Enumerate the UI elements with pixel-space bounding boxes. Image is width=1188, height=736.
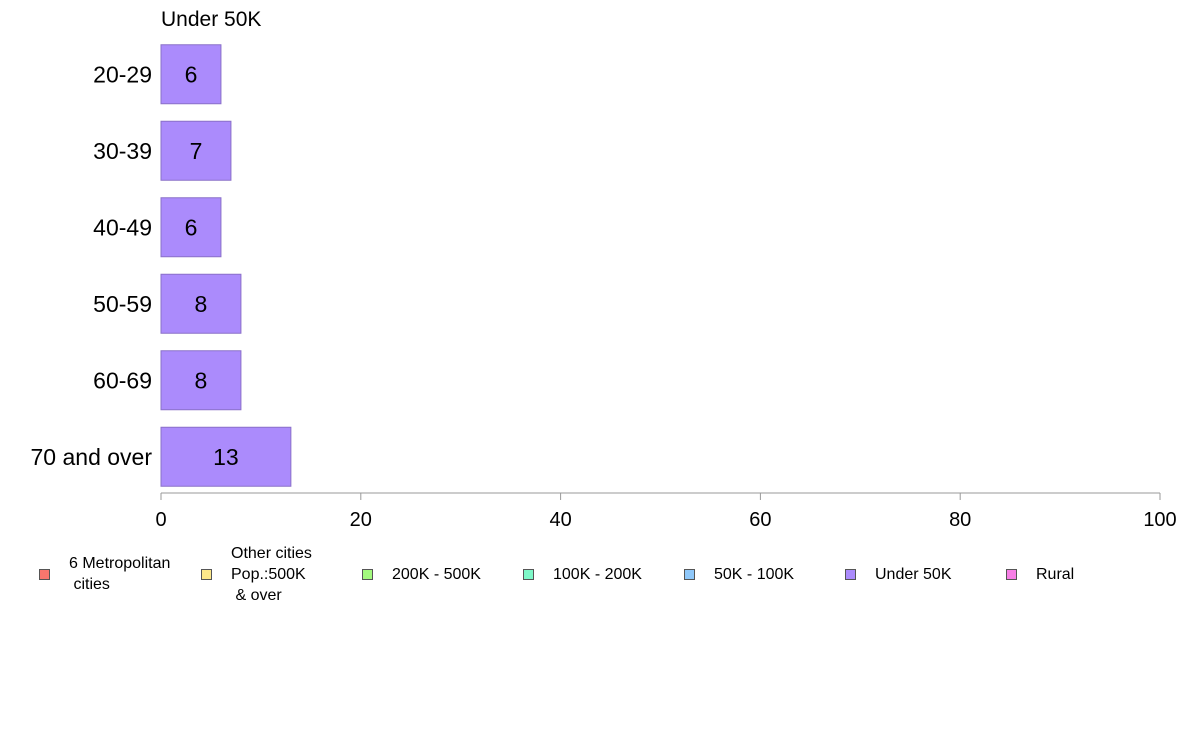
- x-tick-label: 0: [155, 509, 166, 531]
- legend-label: 6 Metropolitan cities: [69, 555, 171, 593]
- y-tick-label: 50-59: [93, 291, 152, 317]
- legend-item: Other cities Pop.:500K & over: [201, 543, 312, 606]
- legend-item: Under 50K: [845, 564, 952, 585]
- legend-swatch: [362, 568, 373, 580]
- legend-swatch: [39, 568, 50, 580]
- bar-chart: Under 50K 6 7 6 8 8 13 20-29 30-39 40-49 50-59 60…: [31, 8, 1177, 531]
- y-tick-label: 30-39: [93, 138, 152, 164]
- legend-label: 100K - 200K: [553, 565, 642, 583]
- bar-20-29: [160, 44, 222, 105]
- bars-layer: 6 7 6 8 8 13: [160, 44, 292, 487]
- y-tick-label: 60-69: [93, 367, 152, 393]
- legend-swatch: [845, 568, 856, 580]
- legend-label: 50K - 100K: [714, 565, 795, 583]
- x-tick-label: 100: [1143, 509, 1176, 531]
- data-label: 8: [195, 367, 208, 393]
- data-label: 6: [185, 61, 198, 87]
- x-tick-label: 20: [350, 509, 372, 531]
- y-tick-label: 20-29: [93, 61, 152, 87]
- legend-swatch: [523, 568, 534, 580]
- bar-30-39: [160, 120, 232, 181]
- legend-swatch: [1006, 568, 1017, 580]
- data-label: 6: [185, 214, 198, 240]
- x-tick-label: 40: [549, 509, 571, 531]
- x-axis: 0 20 40 60 80 100: [155, 492, 1177, 531]
- legend: 6 Metropolitan cities Other cities Pop.:5…: [0, 540, 1188, 610]
- legend-swatch: [201, 568, 212, 580]
- y-tick-label: 70 and over: [31, 444, 153, 470]
- legend-label: Under 50K: [875, 565, 952, 583]
- y-axis-labels: 20-29 30-39 40-49 50-59 60-69 70 and over: [31, 61, 153, 470]
- legend-item: 200K - 500K: [362, 564, 481, 585]
- x-tick-label: 60: [749, 509, 771, 531]
- data-label: 13: [213, 444, 239, 470]
- legend-label: Rural: [1036, 565, 1075, 583]
- bar-60-69: [160, 350, 242, 411]
- y-tick-label: 40-49: [93, 214, 152, 240]
- legend-label: Other cities Pop.:500K & over: [231, 544, 312, 604]
- bar-70-and-over: [160, 426, 292, 487]
- x-tick-label: 80: [949, 509, 971, 531]
- legend-item: 6 Metropolitan cities: [39, 553, 170, 595]
- data-label: 7: [190, 138, 203, 164]
- chart-title: Under 50K: [161, 8, 261, 31]
- bar-50-59: [160, 273, 242, 334]
- legend-swatch: [684, 568, 695, 580]
- legend-item: 50K - 100K: [684, 564, 794, 585]
- legend-item: Rural: [1006, 564, 1074, 585]
- legend-label: 200K - 500K: [392, 565, 481, 583]
- legend-item: 100K - 200K: [523, 564, 642, 585]
- data-label: 8: [195, 291, 208, 317]
- bar-40-49: [160, 197, 222, 258]
